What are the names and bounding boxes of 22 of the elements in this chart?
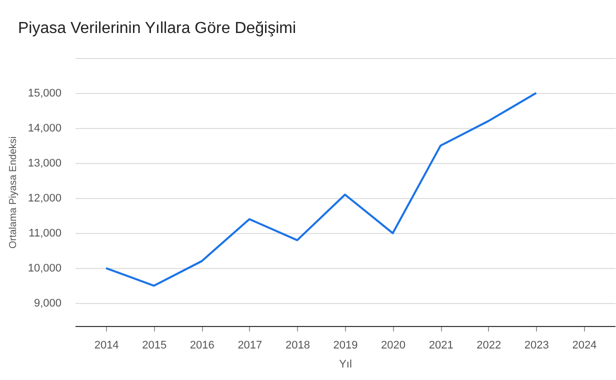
y-tick-label: 11,000: [28, 228, 62, 240]
y-tick-label: 14,000: [28, 122, 62, 135]
x-tick-label: 2021: [428, 340, 454, 352]
x-tick-label: 2014: [94, 340, 119, 352]
y-tick-label: 15,000: [28, 88, 62, 100]
x-tick-label: 2017: [238, 340, 262, 352]
x-tick-label: 2022: [476, 340, 502, 352]
x-tick-label: 2015: [142, 340, 167, 352]
chart-title: Piyasa Verilerinin Yıllara Göre Değişimi: [18, 20, 296, 37]
y-tick-label: 10,000: [28, 262, 62, 275]
y-tick-label: 9,000: [34, 298, 62, 310]
x-tick-label: 2024: [572, 340, 597, 352]
y-tick-label: 12,000: [28, 192, 62, 205]
x-tick-label: 2023: [524, 340, 549, 352]
line-series: [105, 92, 538, 287]
x-tick-label: 2016: [190, 340, 214, 352]
y-tick-label: 13,000: [28, 158, 62, 170]
y-axis-title: Ortalama Piyasa Endeksi: [8, 136, 19, 249]
x-tick-label: 2020: [381, 340, 406, 352]
x-axis-title: Yıl: [339, 358, 352, 370]
x-tick-label: 2019: [333, 340, 358, 352]
x-tick-label: 2018: [285, 340, 310, 352]
